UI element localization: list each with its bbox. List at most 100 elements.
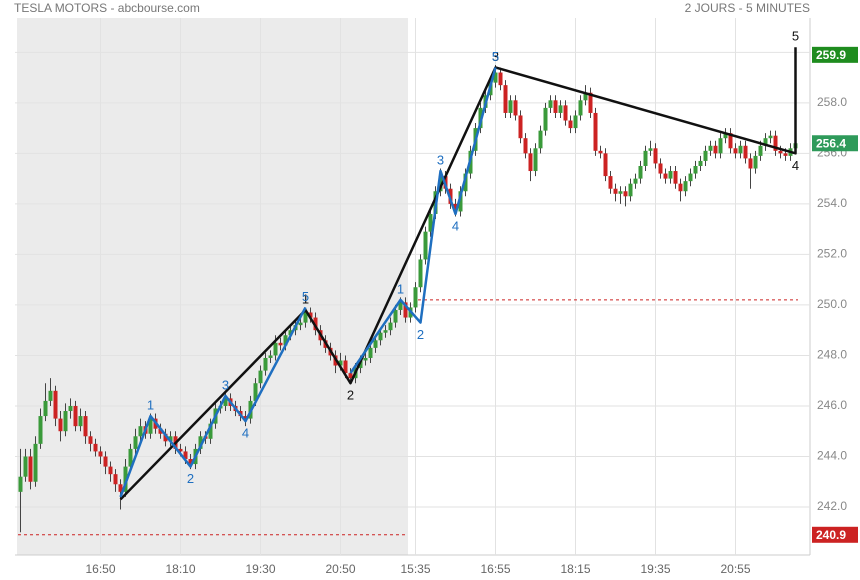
price-tag-label: 259.9: [816, 48, 846, 62]
candle-body: [168, 436, 173, 442]
candle-body: [658, 163, 663, 174]
wave-line: [349, 67, 497, 374]
candle-body: [663, 173, 668, 179]
candle-body: [398, 302, 403, 310]
wave-label: 4: [452, 218, 459, 233]
wave-label: 3: [222, 377, 229, 392]
candle-body: [393, 309, 398, 323]
wave-label: 5: [492, 49, 499, 64]
candle-body: [528, 153, 533, 172]
candle-body: [608, 176, 613, 189]
candle-body: [653, 148, 658, 164]
candle-body: [413, 287, 418, 308]
candle-body: [723, 133, 728, 139]
candle-body: [728, 133, 733, 149]
candle-body: [278, 342, 283, 346]
candle-body: [533, 148, 538, 172]
wave-label: 5: [792, 29, 799, 44]
candle-body: [573, 115, 578, 129]
candle-body: [103, 456, 108, 467]
candle-body: [298, 322, 303, 326]
candle-body: [568, 120, 573, 129]
candle-body: [558, 105, 563, 113]
wave-label: 1: [147, 398, 154, 413]
y-tick-label: 248.0: [817, 348, 847, 362]
candle-body: [343, 360, 348, 374]
x-tick-label: 19:35: [640, 562, 670, 576]
candle-body: [768, 135, 773, 139]
price-tag-label: 256.4: [816, 136, 846, 150]
candle-body: [263, 357, 268, 371]
candle-body: [623, 191, 628, 197]
wave-label: 5: [302, 289, 309, 304]
candle-body: [688, 173, 693, 182]
candle-body: [288, 330, 293, 336]
candle-body: [18, 476, 23, 492]
chart-title: TESLA MOTORS - abcbourse.com: [14, 1, 200, 15]
candle-body: [748, 158, 753, 169]
candle-body: [33, 443, 38, 482]
candle-body: [83, 416, 88, 437]
candle-body: [603, 153, 608, 177]
candle-body: [493, 72, 498, 83]
x-tick-label: 15:35: [400, 562, 430, 576]
candle-body: [208, 423, 213, 439]
candle-body: [513, 100, 518, 116]
candle-body: [708, 145, 713, 151]
wave-line: [119, 306, 307, 498]
y-tick-label: 244.0: [817, 449, 847, 463]
y-tick-label: 242.0: [817, 499, 847, 513]
candle-body: [303, 312, 308, 323]
wave-label: 4: [242, 426, 249, 441]
candle-body: [783, 153, 788, 156]
candle-body: [718, 138, 723, 154]
wave-label: 2: [417, 327, 424, 342]
candle-body: [183, 451, 188, 460]
candle-body: [403, 302, 408, 318]
candle-body: [548, 100, 553, 108]
candle-body: [458, 191, 463, 212]
candle-body: [243, 416, 248, 419]
candle-body: [373, 340, 378, 348]
candle-body: [648, 148, 653, 151]
candle-body: [438, 176, 443, 192]
wave-label: 3: [437, 152, 444, 167]
x-tick-label: 16:50: [85, 562, 115, 576]
candle-body: [578, 100, 583, 116]
candle-body: [638, 165, 643, 179]
wave-label: 1: [302, 291, 309, 306]
candle-body: [268, 355, 273, 358]
chart-subtitle: 2 JOURS - 5 MINUTES: [685, 1, 810, 15]
session-shading: [17, 18, 408, 555]
candle-body: [753, 155, 758, 169]
candle-body: [698, 160, 703, 166]
candle-body: [773, 135, 778, 151]
candle-body: [713, 145, 718, 154]
candle-body: [498, 72, 503, 86]
candle-body: [763, 138, 768, 146]
candle-body: [363, 357, 368, 361]
candle-body: [163, 433, 168, 442]
x-tick-label: 18:15: [560, 562, 590, 576]
candle-body: [538, 130, 543, 149]
candle-body: [693, 165, 698, 174]
candle-body: [78, 416, 83, 427]
price-tag: [812, 526, 858, 543]
candle-body: [453, 203, 458, 212]
candle-body: [583, 92, 588, 101]
candle-body: [48, 390, 53, 401]
price-tag: [812, 135, 858, 152]
candle-body: [673, 171, 678, 184]
candle-body: [598, 150, 603, 154]
candle-body: [108, 466, 113, 475]
candle-body: [68, 405, 73, 412]
candle-body: [273, 342, 278, 356]
candle-body: [683, 181, 688, 192]
candle-body: [678, 183, 683, 192]
candle-body: [388, 322, 393, 331]
candle-body: [283, 335, 288, 346]
candle-body: [543, 107, 548, 131]
y-tick-label: 252.0: [817, 247, 847, 261]
wave-label: 1: [397, 281, 404, 296]
candle-body: [383, 330, 388, 333]
